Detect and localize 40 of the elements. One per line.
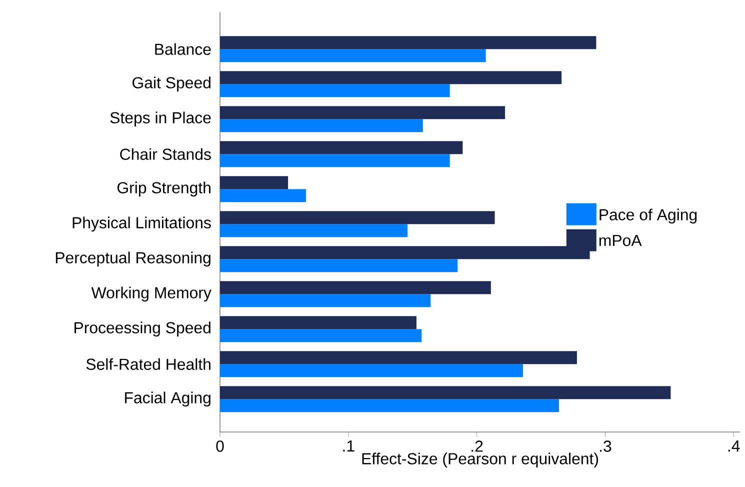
x-tick-label: .4: [728, 440, 740, 452]
bar: [220, 36, 596, 50]
bar: [220, 224, 408, 238]
y-tick-label: Balance: [155, 43, 211, 55]
y-tick-label: Perceptual Reasoning: [56, 252, 210, 267]
bar: [220, 259, 458, 272]
bar: [220, 399, 559, 412]
bar: [220, 189, 306, 202]
x-tick-label: 0: [216, 440, 224, 452]
x-axis-title: Effect-Size (Pearson r equivalent): [362, 452, 598, 468]
y-tick-label: Facial Aging: [125, 392, 210, 407]
bar: [220, 316, 416, 330]
x-tick-label: .2: [472, 440, 483, 452]
bar: [220, 281, 491, 294]
x-tick-label: .1: [343, 440, 354, 452]
bar: [220, 176, 288, 190]
bar: [220, 154, 450, 168]
y-tick-label: Chair Stands: [120, 148, 211, 160]
bar: [220, 106, 506, 120]
bar: [220, 351, 577, 364]
bar: [220, 294, 431, 308]
bar: [220, 211, 495, 224]
bar: [220, 364, 524, 378]
bar: [220, 141, 463, 154]
bar: [220, 386, 671, 400]
y-tick-label: Proceessing Speed: [74, 322, 210, 337]
x-tick-label: .3: [600, 440, 612, 452]
bar: [220, 84, 450, 98]
legend-label: mPoA: [599, 234, 642, 246]
bar: [220, 71, 562, 84]
y-tick-label: Working Memory: [91, 286, 212, 302]
y-tick-label: Gait Speed: [132, 76, 210, 92]
y-tick-label: Physical Limitations: [72, 216, 211, 232]
legend-label: Pace of Aging: [600, 208, 697, 224]
y-tick-label: Self-Rated Health: [86, 358, 210, 370]
y-tick-label: Steps in Place: [110, 112, 211, 127]
y-tick-label: Grip Strength: [117, 182, 210, 197]
bar: [220, 119, 423, 132]
bar: [220, 49, 486, 62]
bar: [220, 329, 422, 342]
